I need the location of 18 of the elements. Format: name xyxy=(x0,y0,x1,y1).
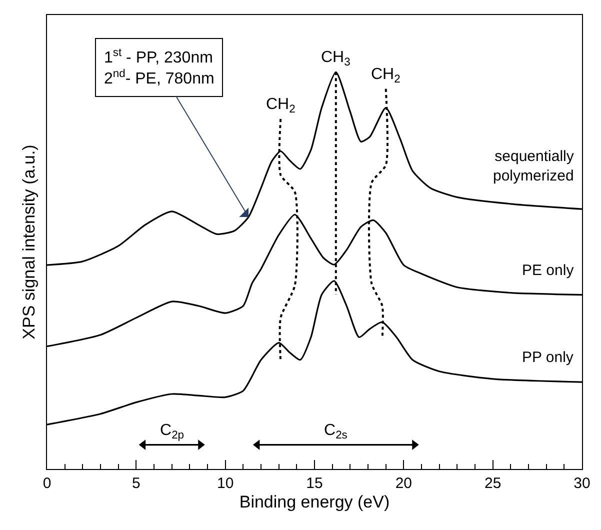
x-tick-label: 5 xyxy=(132,475,140,492)
y-axis-title: XPS signal intensity (a.u.) xyxy=(20,144,39,340)
x-tick-label: 20 xyxy=(395,475,412,492)
series-label: PE only xyxy=(522,262,574,279)
x-axis-title: Binding energy (eV) xyxy=(239,492,390,512)
series-label: sequentially polymerized xyxy=(493,148,574,184)
annotation: CH$_{3}$ xyxy=(321,49,350,68)
annotation: C$_{2p}$ xyxy=(160,422,184,442)
x-tick-label: 10 xyxy=(216,475,234,492)
annotation: C$_{2s}$ xyxy=(324,422,348,442)
x-tick-label: 0 xyxy=(42,475,52,492)
annotation: 1$^{st}$ - PP, 230nm 2$^{nd}$- PE, 780nm xyxy=(104,47,214,88)
annotation: CH$_{2}$ xyxy=(371,66,400,86)
annotation: CH$_{2}$ xyxy=(266,96,296,116)
x-tick-label: 30 xyxy=(574,475,590,492)
series-label: PP only xyxy=(522,349,574,366)
x-tick-label: 25 xyxy=(484,475,502,492)
x-tick-label: 15 xyxy=(306,475,323,492)
